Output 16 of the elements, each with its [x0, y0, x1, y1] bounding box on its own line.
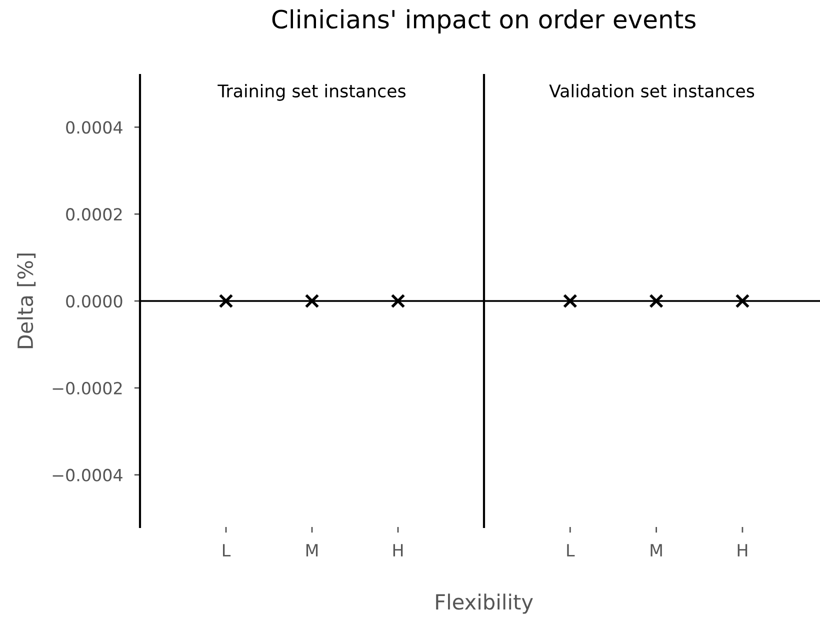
y-tick-label: 0.0002	[66, 208, 122, 221]
y-tick-label: 0.0000	[66, 294, 122, 308]
x-tick-label: M	[650, 544, 662, 556]
x-tick-label: L	[222, 544, 231, 556]
text: Training set instances	[218, 84, 406, 101]
y-tick-label: −0.0004	[52, 468, 122, 482]
x-tick-label: H	[393, 544, 403, 556]
x-tick-label: H	[738, 544, 748, 556]
x-axis-title: Flexibility	[436, 594, 533, 614]
y-tick-label: −0.0002	[52, 382, 122, 394]
chart-subtitle: Validation set instances	[549, 84, 754, 98]
y-axis-title: Delta [%]	[17, 254, 36, 348]
chart-title: Clinicians' impact on order events	[272, 9, 696, 34]
y-tick-label: 0.0004	[66, 121, 122, 134]
x-tick-label: L	[567, 544, 575, 556]
x-tick-label: M	[306, 544, 318, 556]
